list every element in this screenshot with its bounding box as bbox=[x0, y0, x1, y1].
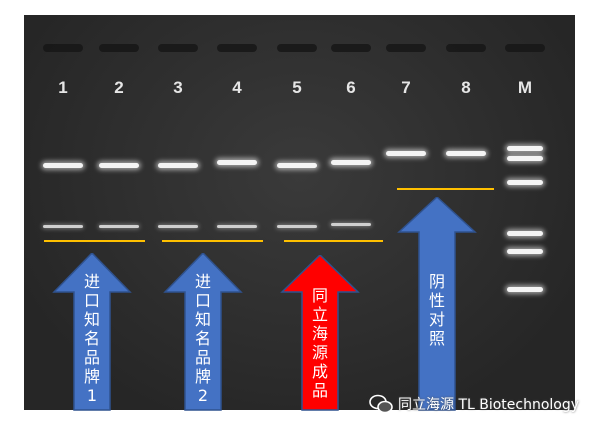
label-char: 名 bbox=[83, 329, 100, 348]
label-char: 知 bbox=[194, 310, 211, 329]
label-char: 阴 bbox=[428, 272, 445, 291]
lower-band bbox=[331, 223, 371, 226]
label-char: 源 bbox=[311, 343, 328, 362]
arrow-negative bbox=[397, 197, 477, 411]
arrow-brand1 bbox=[52, 253, 132, 411]
well bbox=[505, 44, 545, 52]
watermark-text: 同立海源 TL Biotechnology bbox=[398, 397, 580, 413]
underline bbox=[397, 188, 494, 190]
arrow-negative-text: 阴性对照 bbox=[422, 272, 452, 348]
label-char: 进 bbox=[83, 272, 100, 291]
band bbox=[446, 151, 486, 156]
label-char: 对 bbox=[428, 310, 445, 329]
label-char: 立 bbox=[311, 305, 328, 324]
wechat-icon bbox=[369, 394, 393, 414]
lane-label: 1 bbox=[58, 78, 68, 97]
marker-band bbox=[507, 287, 543, 292]
well bbox=[446, 44, 486, 52]
label-char: 知 bbox=[83, 310, 100, 329]
well bbox=[43, 44, 83, 52]
well bbox=[99, 44, 139, 52]
lower-band bbox=[158, 225, 198, 228]
lane-label: 3 bbox=[173, 78, 183, 97]
watermark: 同立海源 TL Biotechnology bbox=[368, 394, 579, 414]
well bbox=[217, 44, 257, 52]
well bbox=[277, 44, 317, 52]
arrow-brand2 bbox=[163, 253, 243, 411]
lane-label: 8 bbox=[461, 78, 471, 97]
label-char: 牌 bbox=[194, 367, 211, 386]
underline bbox=[44, 240, 145, 242]
label-char: 品 bbox=[83, 348, 100, 367]
label-char: 海 bbox=[311, 324, 328, 343]
lane-label: 2 bbox=[114, 78, 124, 97]
arrow-product bbox=[280, 255, 360, 411]
lower-band bbox=[277, 225, 317, 228]
well bbox=[331, 44, 371, 52]
lower-band bbox=[99, 225, 139, 228]
label-char: 品 bbox=[311, 381, 328, 400]
underline bbox=[162, 240, 263, 242]
label-char: 品 bbox=[194, 348, 211, 367]
label-char: 性 bbox=[428, 291, 445, 310]
lower-band bbox=[217, 225, 257, 228]
marker-band bbox=[507, 249, 543, 254]
label-char: 口 bbox=[194, 291, 211, 310]
label-char: 成 bbox=[311, 362, 328, 381]
marker-band bbox=[507, 146, 543, 151]
upper-band bbox=[158, 163, 198, 168]
label-char: 进 bbox=[194, 272, 211, 291]
label-char: 照 bbox=[428, 329, 445, 348]
underline bbox=[284, 240, 383, 242]
marker-band bbox=[507, 156, 543, 161]
upper-band bbox=[43, 163, 83, 168]
well bbox=[386, 44, 426, 52]
lane-label: 6 bbox=[346, 78, 356, 97]
label-char: 同 bbox=[311, 286, 328, 305]
gel-image bbox=[24, 15, 575, 410]
upper-band bbox=[217, 160, 257, 165]
label-char: 名 bbox=[194, 329, 211, 348]
upper-band bbox=[277, 163, 317, 168]
arrow-product-text: 同立海源成品 bbox=[305, 286, 335, 400]
lower-band bbox=[43, 225, 83, 228]
label-char: 牌 bbox=[83, 367, 100, 386]
label-char: 口 bbox=[83, 291, 100, 310]
marker-band bbox=[507, 180, 543, 185]
band bbox=[386, 151, 426, 156]
lane-label: 4 bbox=[232, 78, 242, 97]
upper-band bbox=[331, 160, 371, 165]
lane-label: M bbox=[517, 78, 533, 97]
well bbox=[158, 44, 198, 52]
label-char: 2 bbox=[197, 386, 209, 405]
marker-band bbox=[507, 231, 543, 236]
lane-label: 5 bbox=[292, 78, 302, 97]
label-char: 1 bbox=[86, 386, 98, 405]
lane-label: 7 bbox=[401, 78, 411, 97]
upper-band bbox=[99, 163, 139, 168]
